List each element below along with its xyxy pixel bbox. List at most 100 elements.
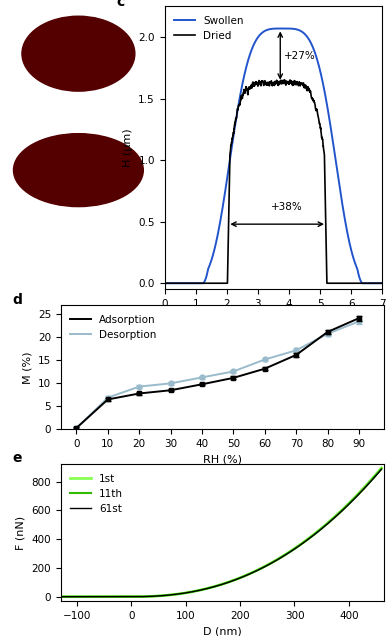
Ellipse shape xyxy=(60,41,97,66)
Text: +27%: +27% xyxy=(284,51,316,60)
Ellipse shape xyxy=(31,22,126,85)
Legend: 1st, 11th, 61st: 1st, 11th, 61st xyxy=(66,469,127,518)
61st xyxy=(214,582,219,590)
Swollen xyxy=(173,279,178,287)
11th xyxy=(379,465,384,473)
Ellipse shape xyxy=(47,153,109,188)
Ellipse shape xyxy=(59,159,98,181)
Ellipse shape xyxy=(22,16,135,91)
Legend: Adsorption, Desorption: Adsorption, Desorption xyxy=(66,310,161,344)
61st xyxy=(370,476,374,484)
Legend: Swollen, Dried: Swollen, Dried xyxy=(170,11,248,45)
Ellipse shape xyxy=(27,141,130,199)
Ellipse shape xyxy=(56,39,101,69)
Ellipse shape xyxy=(77,53,80,55)
Ellipse shape xyxy=(36,146,121,194)
Ellipse shape xyxy=(45,31,112,76)
Swollen xyxy=(374,279,378,287)
Swollen xyxy=(280,25,285,32)
Ellipse shape xyxy=(66,45,91,62)
Ellipse shape xyxy=(46,32,111,75)
1st xyxy=(206,584,211,592)
Dried xyxy=(282,76,287,84)
11th xyxy=(58,593,63,600)
Y-axis label: F (nN): F (nN) xyxy=(16,516,26,550)
Text: c: c xyxy=(117,0,125,9)
Ellipse shape xyxy=(33,24,123,84)
X-axis label: D (nm): D (nm) xyxy=(203,626,242,636)
61st xyxy=(75,593,80,600)
Ellipse shape xyxy=(44,151,113,190)
Ellipse shape xyxy=(23,139,134,201)
Ellipse shape xyxy=(69,165,88,176)
Ellipse shape xyxy=(49,34,108,73)
Ellipse shape xyxy=(67,46,90,61)
61st xyxy=(311,532,316,539)
Ellipse shape xyxy=(28,142,129,198)
Ellipse shape xyxy=(57,158,100,182)
Ellipse shape xyxy=(74,51,83,57)
11th xyxy=(311,531,316,539)
Y-axis label: M (%): M (%) xyxy=(22,351,32,384)
Ellipse shape xyxy=(71,49,85,59)
Line: Dried: Dried xyxy=(165,80,382,283)
Swollen xyxy=(334,159,338,167)
Ellipse shape xyxy=(38,148,119,193)
Ellipse shape xyxy=(34,146,122,195)
Ellipse shape xyxy=(67,163,90,177)
Ellipse shape xyxy=(52,36,105,71)
Text: d: d xyxy=(12,293,22,307)
Y-axis label: H (μm): H (μm) xyxy=(123,128,133,167)
Ellipse shape xyxy=(20,137,137,203)
Ellipse shape xyxy=(64,45,93,63)
Ellipse shape xyxy=(43,150,114,190)
Dried xyxy=(268,78,273,86)
Ellipse shape xyxy=(24,17,133,90)
Swollen xyxy=(374,279,378,287)
Ellipse shape xyxy=(60,160,96,180)
Text: a: a xyxy=(13,10,22,22)
1st xyxy=(311,531,316,539)
Ellipse shape xyxy=(30,142,127,198)
Text: b: b xyxy=(13,124,22,137)
Ellipse shape xyxy=(73,50,84,57)
1st xyxy=(370,475,374,483)
Ellipse shape xyxy=(15,135,142,205)
Line: 1st: 1st xyxy=(61,468,381,597)
Dried xyxy=(334,279,338,287)
Ellipse shape xyxy=(22,138,135,202)
Ellipse shape xyxy=(69,47,88,60)
Ellipse shape xyxy=(40,29,116,79)
Swollen xyxy=(268,25,273,33)
Ellipse shape xyxy=(57,39,100,67)
1st xyxy=(379,464,384,472)
61st xyxy=(370,476,374,484)
Ellipse shape xyxy=(47,33,109,74)
Dried xyxy=(173,279,178,287)
11th xyxy=(206,584,211,592)
Swollen xyxy=(380,279,385,287)
Ellipse shape xyxy=(64,162,93,178)
Ellipse shape xyxy=(27,20,129,87)
Ellipse shape xyxy=(50,35,107,73)
Ellipse shape xyxy=(17,135,140,205)
Line: Swollen: Swollen xyxy=(165,29,382,283)
61st xyxy=(206,584,211,592)
61st xyxy=(58,593,63,600)
Ellipse shape xyxy=(53,156,104,184)
Ellipse shape xyxy=(38,27,119,81)
Ellipse shape xyxy=(33,144,124,196)
11th xyxy=(75,593,80,600)
Text: +38%: +38% xyxy=(271,202,303,212)
Ellipse shape xyxy=(29,21,128,86)
Ellipse shape xyxy=(77,169,80,171)
Dried xyxy=(162,279,167,287)
Text: e: e xyxy=(12,450,22,465)
Ellipse shape xyxy=(42,29,115,78)
Line: 11th: 11th xyxy=(61,469,381,597)
Ellipse shape xyxy=(25,140,132,200)
X-axis label: RH (%): RH (%) xyxy=(203,455,242,464)
Ellipse shape xyxy=(51,155,106,186)
Ellipse shape xyxy=(46,152,111,188)
Dried xyxy=(262,78,267,85)
